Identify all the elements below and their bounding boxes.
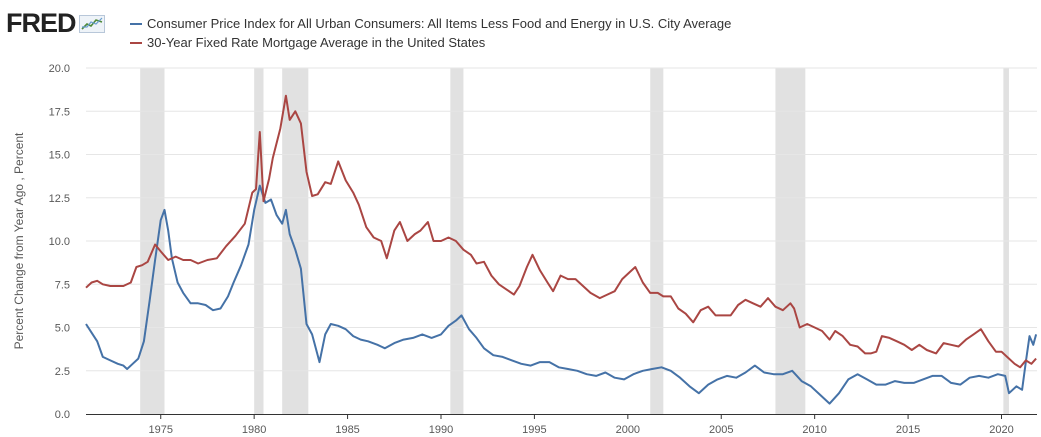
y-tick-label: 7.5 [55, 279, 70, 291]
x-tick-label: 1995 [522, 424, 546, 436]
fred-logo[interactable]: FRED [6, 10, 105, 37]
gridlines [86, 67, 1037, 372]
y-tick-label: 2.5 [55, 366, 70, 378]
chart-header: FRED Consumer Price Index for All Urban … [0, 0, 1041, 60]
mortgage-series-line[interactable] [85, 94, 1037, 369]
x-tick-label: 2015 [896, 424, 920, 436]
y-tick-label: 10.0 [49, 236, 70, 248]
legend-item-cpi[interactable]: Consumer Price Index for All Urban Consu… [130, 14, 731, 33]
series-lines [85, 94, 1038, 405]
legend-swatch-cpi [130, 22, 142, 25]
x-tick-label: 2010 [802, 424, 826, 436]
x-tick-label: 2005 [709, 424, 733, 436]
x-tick-label: 2000 [616, 424, 640, 436]
y-tick-label: 12.5 [49, 193, 70, 205]
y-axis-title: Percent Change from Year Ago , Percent [12, 132, 26, 349]
fred-logo-text: FRED [6, 8, 76, 38]
chart-legend: Consumer Price Index for All Urban Consu… [130, 14, 731, 52]
legend-label-mortgage: 30-Year Fixed Rate Mortgage Average in t… [147, 35, 486, 50]
legend-swatch-mortgage [130, 41, 142, 44]
y-tick-label: 20.0 [49, 63, 70, 75]
cpi-series-line[interactable] [85, 184, 1038, 405]
x-tick-label: 2020 [989, 424, 1013, 436]
legend-item-mortgage[interactable]: 30-Year Fixed Rate Mortgage Average in t… [130, 33, 731, 52]
fred-graph-icon [78, 14, 105, 33]
y-tick-label: 17.5 [49, 106, 70, 118]
x-tick-label: 1975 [148, 424, 172, 436]
y-tick-label: 0.0 [55, 409, 70, 421]
x-tick-label: 1990 [429, 424, 453, 436]
y-tick-label: 15.0 [49, 150, 70, 162]
x-tick-label: 1980 [242, 424, 266, 436]
axes: 0.0 2.5 5.0 7.5 10.0 12.5 15.0 17.5 20.0 1975 1980… [49, 63, 1037, 436]
legend-label-cpi: Consumer Price Index for All Urban Consu… [147, 16, 732, 31]
y-tick-label: 5.0 [55, 323, 70, 335]
x-tick-label: 1985 [335, 424, 359, 436]
